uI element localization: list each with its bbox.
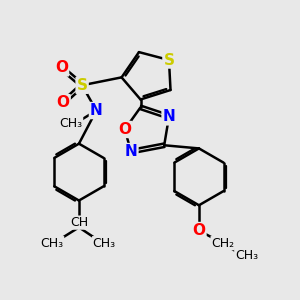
Text: O: O	[118, 122, 131, 137]
Text: CH: CH	[70, 216, 88, 229]
Text: O: O	[57, 95, 70, 110]
Text: CH₃: CH₃	[59, 117, 83, 130]
Text: S: S	[164, 52, 174, 68]
Text: CH₃: CH₃	[40, 237, 64, 250]
Text: CH₃: CH₃	[93, 237, 116, 250]
Text: N: N	[125, 144, 137, 159]
Text: N: N	[90, 103, 103, 118]
Text: CH₃: CH₃	[235, 249, 258, 262]
Text: O: O	[192, 223, 206, 238]
Text: O: O	[55, 60, 68, 75]
Text: CH₂: CH₂	[211, 237, 234, 250]
Text: S: S	[76, 78, 88, 93]
Text: N: N	[163, 109, 175, 124]
